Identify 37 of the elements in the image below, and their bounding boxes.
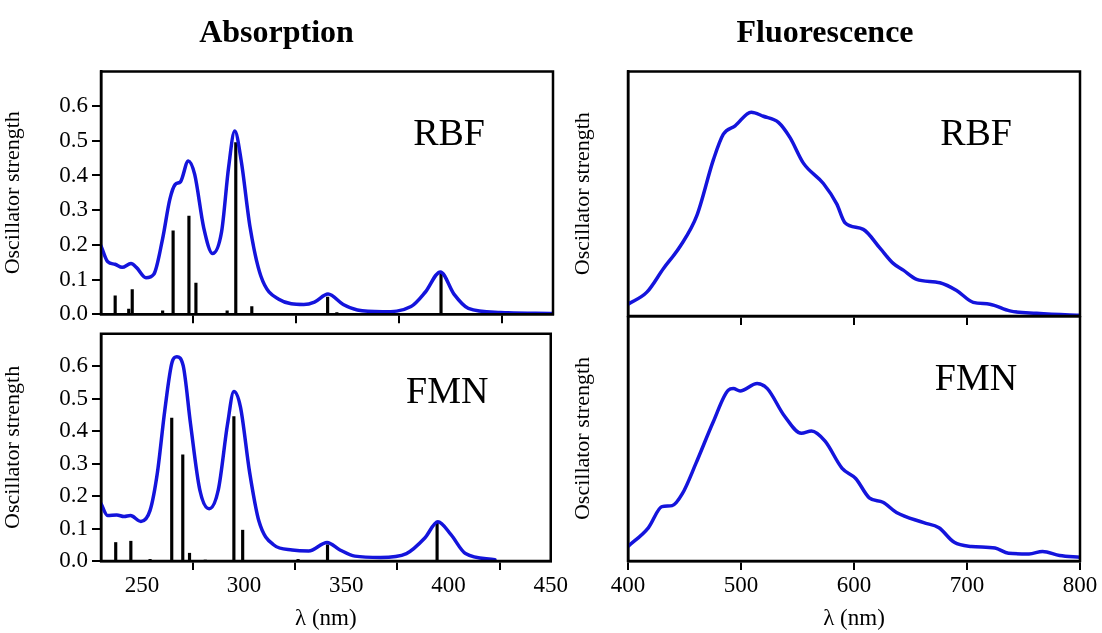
- y-axis-title: Oscillator strength: [568, 356, 594, 521]
- chart-title: Fluorescence: [736, 13, 914, 50]
- annotation: RBF: [940, 110, 1012, 153]
- y-tick-label: 0.1: [59, 514, 88, 540]
- y-tick-label: 0.6: [59, 352, 88, 378]
- y-tick-label: 0.3: [59, 449, 88, 475]
- x-tick-label: 700: [949, 571, 985, 597]
- x-tick-label: 450: [533, 571, 568, 597]
- x-tick-label: 300: [226, 571, 262, 597]
- y-tick-label: 0.4: [59, 161, 89, 187]
- y-tick-label: 0.5: [59, 384, 88, 410]
- annotation: RBF: [413, 110, 485, 153]
- y-tick-label: 0.2: [59, 482, 88, 508]
- y-axis-title: Oscillator strength: [0, 365, 24, 529]
- y-tick-label: 0.0: [59, 300, 88, 326]
- y-tick-label: 0.2: [59, 230, 88, 256]
- line-series: [101, 355, 497, 561]
- y-tick-label: 0.6: [59, 92, 88, 118]
- y-tick-label: 0.4: [59, 417, 89, 443]
- x-tick-label: 600: [836, 571, 872, 597]
- y-tick-label: 0.0: [59, 547, 88, 573]
- y-axis-title: Oscillator strength: [568, 112, 594, 276]
- x-tick-label: 400: [610, 571, 646, 597]
- annotation: FMN: [934, 355, 1018, 398]
- y-axis-title: Oscillator strength: [0, 111, 24, 275]
- x-tick-label: 400: [431, 571, 466, 597]
- x-tick-label: 500: [723, 571, 759, 597]
- x-axis-title: λ (nm): [823, 605, 885, 631]
- y-tick-label: 0.5: [59, 126, 88, 152]
- annotation: FMN: [406, 368, 489, 411]
- x-tick-label: 350: [329, 571, 364, 597]
- x-tick-label: 800: [1062, 571, 1098, 597]
- y-tick-label: 0.1: [59, 265, 88, 291]
- x-tick-label: 250: [124, 571, 160, 597]
- x-axis-title: λ (nm): [295, 605, 357, 631]
- y-tick-label: 0.3: [59, 196, 88, 222]
- chart-title: Absorption: [199, 13, 355, 50]
